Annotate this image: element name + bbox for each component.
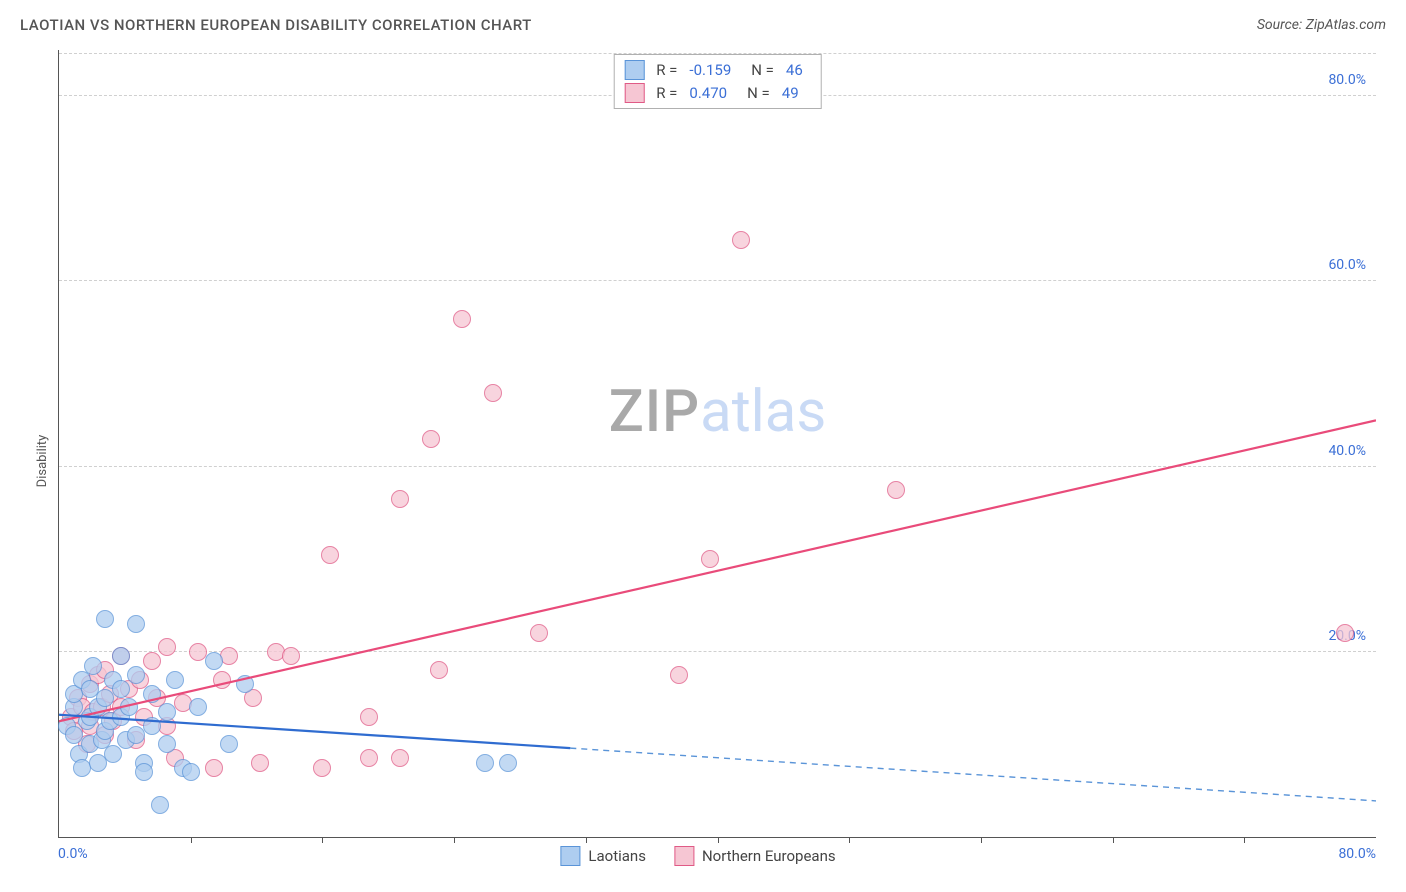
data-point — [158, 703, 176, 721]
data-point — [182, 763, 200, 781]
data-point — [158, 638, 176, 656]
data-point — [453, 310, 471, 328]
watermark: ZIPatlas — [609, 378, 827, 446]
data-point — [213, 671, 231, 689]
data-point — [360, 708, 378, 726]
legend-label: Laotians — [588, 847, 646, 865]
n-label: N = — [751, 59, 774, 82]
n-value: 49 — [782, 82, 799, 105]
legend-item: Northern Europeans — [674, 846, 836, 866]
x-tick — [454, 837, 455, 843]
data-point — [158, 735, 176, 753]
chart-container: Disability R = -0.159 N = 46 R = 0.470 N… — [20, 42, 1376, 880]
data-point — [732, 231, 750, 249]
chart-title: LAOTIAN VS NORTHERN EUROPEAN DISABILITY … — [20, 16, 532, 34]
data-point — [701, 550, 719, 568]
gridline — [59, 466, 1376, 467]
gridline — [59, 651, 1376, 652]
stats-row: R = 0.470 N = 49 — [624, 82, 803, 105]
swatch-icon — [624, 60, 644, 80]
data-point — [236, 675, 254, 693]
data-point — [84, 657, 102, 675]
n-label: N = — [747, 82, 770, 105]
data-point — [143, 717, 161, 735]
x-tick — [191, 837, 192, 843]
watermark-part1: ZIP — [609, 378, 700, 446]
data-point — [143, 652, 161, 670]
x-tick-label-left: 0.0% — [58, 846, 88, 862]
data-point — [282, 647, 300, 665]
data-point — [391, 749, 409, 767]
data-point — [887, 481, 905, 499]
x-tick — [718, 837, 719, 843]
series-legend: Laotians Northern Europeans — [560, 846, 835, 866]
data-point — [96, 610, 114, 628]
plot-area: R = -0.159 N = 46 R = 0.470 N = 49 ZIPat… — [58, 50, 1376, 838]
data-point — [499, 754, 517, 772]
x-tick — [1113, 837, 1114, 843]
data-point — [391, 490, 409, 508]
data-point — [430, 661, 448, 679]
data-point — [127, 666, 145, 684]
x-tick — [586, 837, 587, 843]
swatch-icon — [624, 83, 644, 103]
data-point — [220, 647, 238, 665]
data-point — [530, 624, 548, 642]
r-label: R = — [656, 59, 677, 82]
stats-row: R = -0.159 N = 46 — [624, 59, 803, 82]
data-point — [205, 652, 223, 670]
legend-item: Laotians — [560, 846, 646, 866]
x-tick — [322, 837, 323, 843]
legend-label: Northern Europeans — [702, 847, 836, 865]
swatch-icon — [560, 846, 580, 866]
data-point — [476, 754, 494, 772]
x-tick — [1244, 837, 1245, 843]
data-point — [151, 796, 169, 814]
data-point — [112, 680, 130, 698]
data-point — [670, 666, 688, 684]
x-tick — [981, 837, 982, 843]
n-value: 46 — [786, 59, 803, 82]
y-tick-label: 60.0% — [1328, 257, 1366, 273]
data-point — [120, 698, 138, 716]
data-point — [166, 671, 184, 689]
data-point — [1336, 624, 1354, 642]
data-point — [112, 647, 130, 665]
watermark-part2: atlas — [700, 378, 826, 446]
y-axis-label: Disability — [35, 435, 50, 488]
r-label: R = — [656, 82, 677, 105]
gridline — [59, 280, 1376, 281]
y-tick-label: 40.0% — [1328, 443, 1366, 459]
data-point — [189, 698, 207, 716]
data-point — [143, 685, 161, 703]
source-label: Source: ZipAtlas.com — [1257, 17, 1386, 33]
stats-legend: R = -0.159 N = 46 R = 0.470 N = 49 — [613, 54, 822, 109]
r-value: -0.159 — [689, 59, 731, 82]
x-tick-label-right: 80.0% — [1338, 846, 1376, 862]
r-value: 0.470 — [689, 82, 727, 105]
data-point — [251, 754, 269, 772]
data-point — [104, 745, 122, 763]
x-tick — [849, 837, 850, 843]
data-point — [321, 546, 339, 564]
data-point — [360, 749, 378, 767]
data-point — [313, 759, 331, 777]
data-point — [220, 735, 238, 753]
data-point — [484, 384, 502, 402]
data-point — [205, 759, 223, 777]
trend-lines — [59, 50, 1376, 837]
swatch-icon — [674, 846, 694, 866]
data-point — [422, 430, 440, 448]
y-tick-label: 80.0% — [1328, 72, 1366, 88]
data-point — [135, 763, 153, 781]
data-point — [127, 615, 145, 633]
